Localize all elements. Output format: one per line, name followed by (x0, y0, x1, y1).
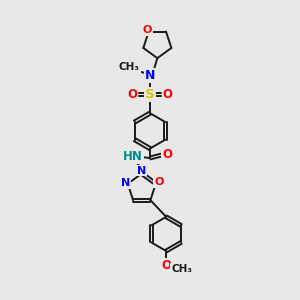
Text: CH₃: CH₃ (171, 264, 192, 274)
Text: HN: HN (123, 150, 143, 163)
Text: O: O (163, 88, 173, 101)
Text: O: O (161, 259, 171, 272)
Text: O: O (127, 88, 137, 101)
Text: N: N (137, 166, 146, 176)
Text: N: N (145, 69, 155, 82)
Text: N: N (121, 178, 130, 188)
Text: O: O (154, 177, 164, 187)
Text: CH₃: CH₃ (119, 62, 140, 72)
Text: S: S (145, 88, 155, 101)
Text: O: O (142, 25, 152, 35)
Text: O: O (162, 148, 172, 161)
